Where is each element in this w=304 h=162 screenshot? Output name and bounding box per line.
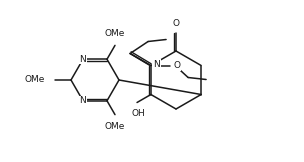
Text: N: N [153,60,160,69]
Text: OMe: OMe [105,29,125,38]
Text: O: O [173,61,180,70]
Text: N: N [80,55,86,64]
Text: OMe: OMe [25,75,45,85]
Text: OMe: OMe [105,122,125,131]
Text: O: O [172,19,179,28]
Text: OH: OH [131,110,145,118]
Text: N: N [80,96,86,105]
